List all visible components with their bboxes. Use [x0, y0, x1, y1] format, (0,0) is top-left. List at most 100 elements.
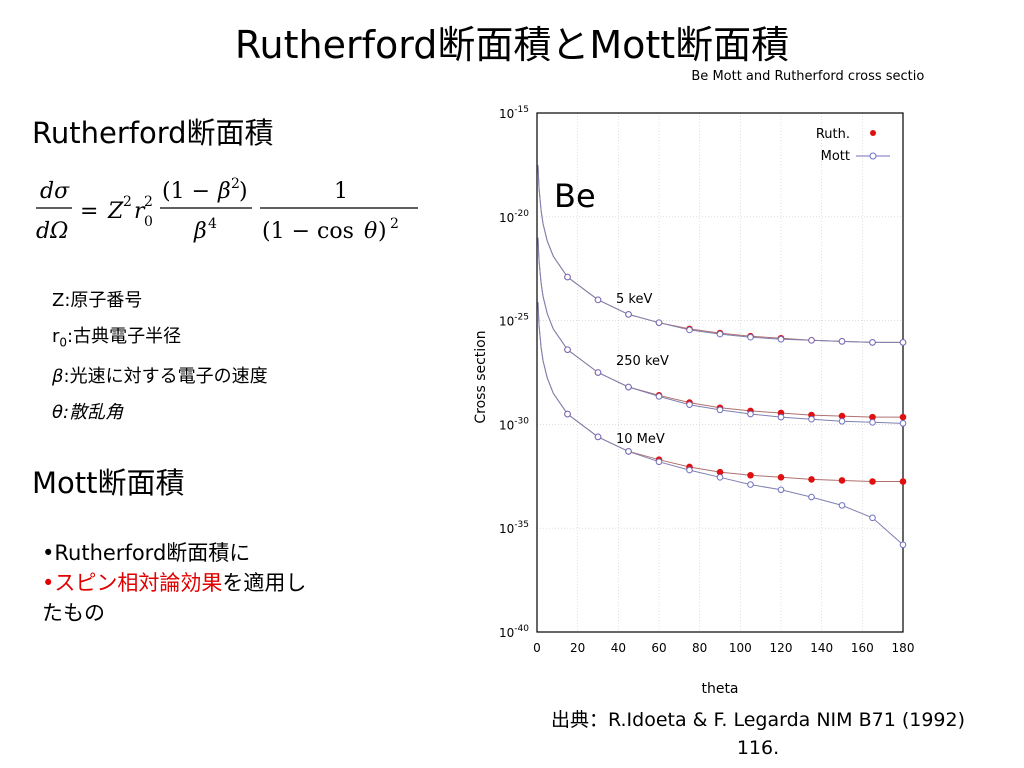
x-tick-label: 100 — [729, 641, 752, 655]
svg-text:(1 −: (1 − — [162, 179, 210, 204]
y-axis-label: Cross section — [473, 330, 489, 423]
mott-point — [838, 502, 846, 509]
y-tick-label: 10-30 — [499, 416, 529, 432]
mott-point — [838, 417, 846, 425]
y-tick-label: 10-40 — [499, 624, 529, 640]
mott-point — [564, 410, 571, 418]
svg-text:β: β — [217, 179, 231, 204]
svg-text:): ) — [239, 179, 248, 204]
svg-text:2: 2 — [123, 194, 132, 210]
chart-markers — [564, 273, 907, 549]
curve-label-10-mev: 10 MeV — [616, 432, 665, 447]
ruth-point — [838, 412, 846, 420]
svg-text:2: 2 — [231, 176, 240, 192]
y-tick-label: 10-20 — [499, 209, 529, 225]
mott-point — [747, 481, 754, 488]
mott-point — [625, 311, 632, 318]
ruth-point — [716, 468, 724, 476]
mott-point — [747, 333, 754, 341]
mott-point — [625, 383, 632, 391]
curve-mott-2 — [537, 301, 904, 546]
legend-ruth-label: Ruth. — [816, 127, 850, 142]
chart-legend: Ruth. Mott — [816, 127, 890, 164]
definition-r0: r0:古典電子半径 — [52, 326, 182, 350]
y-tick-label: 10-35 — [499, 520, 529, 536]
mott-point — [808, 337, 815, 344]
definition-beta: β:光速に対する電子の速度 — [52, 366, 268, 387]
mott-point — [777, 335, 785, 343]
mott-point — [594, 433, 602, 441]
definition-theta: θ:散乱角 — [52, 402, 124, 423]
curve-label-5-kev: 5 keV — [616, 292, 652, 307]
slide-title: Rutherford断面積とMott断面積 — [234, 23, 790, 67]
mott-point — [686, 401, 693, 408]
mott-point — [686, 466, 693, 474]
y-tick-label: 10-25 — [499, 313, 529, 329]
curve-ruth-1 — [537, 237, 903, 418]
bullet-2-rest: を適用し — [222, 571, 307, 595]
bullet-2-highlight: •スピン相対論効果 — [42, 571, 223, 595]
x-tick-label: 60 — [651, 641, 666, 655]
svg-text:Z: Z — [107, 199, 124, 224]
mott-point — [838, 338, 846, 345]
y-tick-label: 10-15 — [499, 105, 529, 121]
mott-point — [777, 486, 785, 494]
svg-text:dσ: dσ — [40, 179, 70, 204]
svg-text:r: r — [134, 199, 146, 224]
svg-text:2: 2 — [144, 194, 153, 210]
mott-point — [808, 493, 815, 501]
svg-text:=: = — [80, 199, 98, 224]
svg-text:0: 0 — [144, 214, 153, 230]
mott-point — [747, 410, 754, 418]
chart-axis-labels: 0 20 40 60 80 100 120 140 160 180 10-15 10-20 10-25 1… — [499, 105, 914, 655]
bullet-2-continuation: たもの — [42, 601, 105, 625]
mott-point — [564, 346, 571, 353]
legend-mott-label: Mott — [821, 149, 850, 164]
source-citation: 出典：R.Idoeta & F. Legarda NIM B71 (1992) 1… — [550, 709, 966, 759]
svg-text:θ: θ — [364, 219, 377, 244]
mott-point — [869, 339, 876, 346]
mott-point — [716, 406, 724, 414]
mott-point — [716, 330, 724, 338]
ruth-point — [869, 413, 876, 421]
curve-label-250-kev: 250 keV — [616, 354, 669, 369]
bullet-2: •スピン相対論効果を適用し たもの — [42, 568, 412, 628]
mott-point — [655, 458, 663, 466]
ruth-point — [777, 474, 785, 481]
definition-z: Z:原子番号 — [52, 290, 143, 311]
rutherford-heading: Rutherford断面積 — [32, 116, 274, 150]
ruth-point — [899, 478, 907, 485]
mott-point — [594, 369, 602, 376]
mott-point — [777, 413, 785, 421]
bullet-1: •Rutherford断面積に — [42, 541, 251, 565]
svg-text:dΩ: dΩ — [36, 219, 68, 244]
mott-point — [564, 273, 571, 281]
svg-text:4: 4 — [208, 216, 217, 232]
svg-text:(1 − cos: (1 − cos — [262, 219, 354, 244]
svg-text:1: 1 — [334, 179, 348, 204]
svg-text:): ) — [378, 219, 387, 244]
mott-point — [899, 420, 907, 427]
x-axis-label: theta — [701, 681, 738, 697]
ruth-point — [808, 476, 815, 483]
cross-section-chart: 0 20 40 60 80 100 120 140 160 180 10-15 10-20 10-25 1… — [473, 69, 924, 697]
x-tick-label: 160 — [851, 641, 874, 655]
curve-mott-1 — [537, 237, 904, 424]
chart-title: Be Mott and Rutherford cross section — [691, 69, 924, 84]
ruth-point — [838, 477, 846, 484]
mott-point — [655, 319, 663, 326]
curve-mott-0 — [537, 164, 903, 343]
curve-ruth-2 — [537, 301, 903, 482]
svg-text:2: 2 — [390, 216, 399, 232]
plot-frame — [536, 112, 904, 633]
ruth-point — [899, 413, 907, 421]
x-tick-label: 20 — [570, 641, 585, 655]
mott-point — [594, 296, 602, 304]
mott-point — [655, 393, 663, 400]
mott-point — [899, 541, 907, 549]
mott-point — [625, 448, 632, 455]
mott-point — [869, 419, 876, 426]
ruth-point — [869, 478, 876, 485]
mott-point — [869, 514, 876, 522]
element-label: Be — [554, 177, 596, 215]
